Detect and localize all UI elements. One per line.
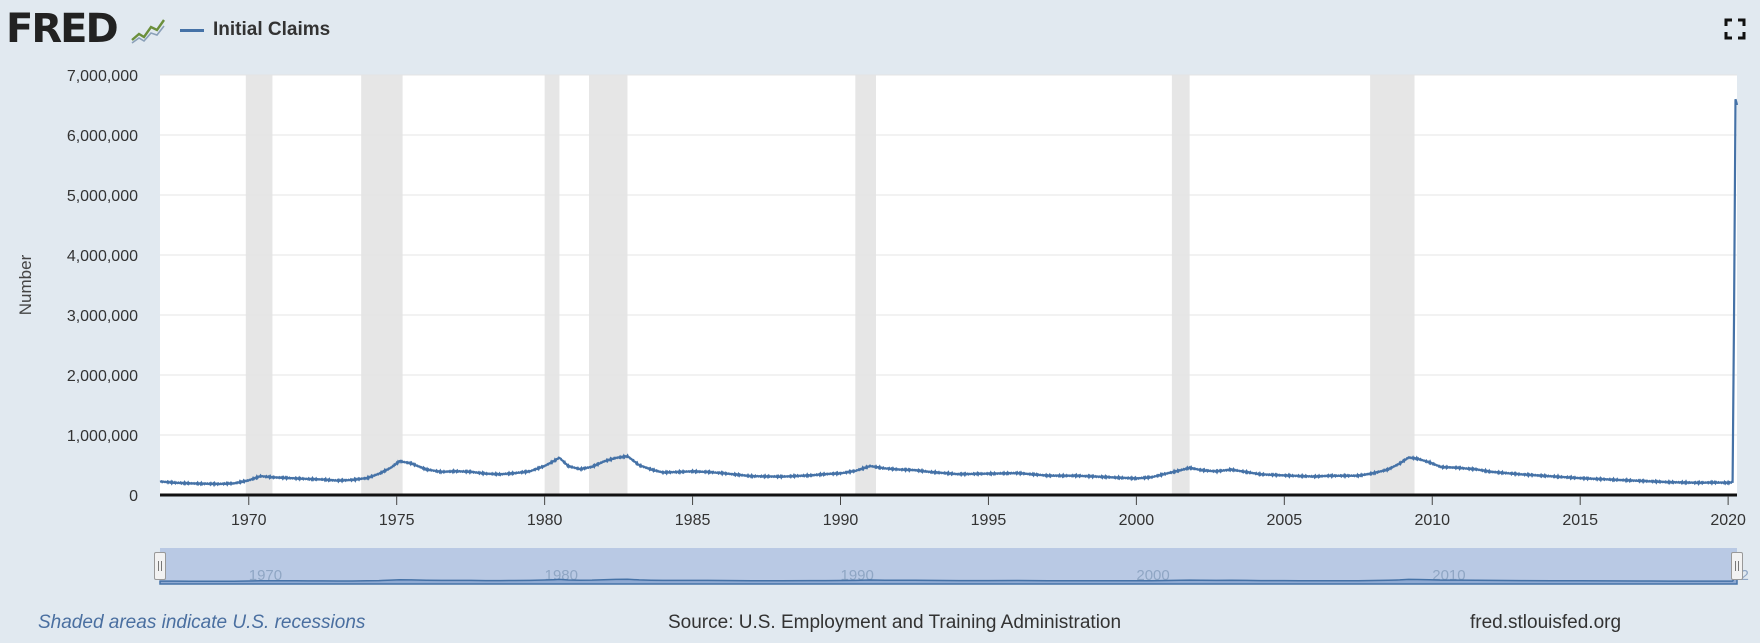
navigator[interactable]: 1970198019902000201002 (159, 548, 1749, 585)
y-tick-label: 4,000,000 (67, 248, 138, 265)
x-tick-label: 2020 (1710, 512, 1746, 529)
y-axis-ticks: 0 1,000,000 2,000,000 3,000,000 4,000,000 5,0… (67, 68, 138, 505)
recession-band (245, 75, 273, 495)
fred-logo-sparkline-icon (130, 14, 166, 46)
legend-swatch (180, 28, 204, 32)
y-tick-label: 3,000,000 (67, 308, 138, 325)
recession-bands (245, 75, 1415, 495)
navigator-series (159, 577, 1738, 585)
x-axis-ticks: 1970 1975 1980 1985 1990 1995 2000 2005 2010 2015… (231, 496, 1746, 529)
x-tick-label: 1985 (675, 512, 711, 529)
source-text: Source: U.S. Employment and Training Adm… (668, 612, 1122, 633)
navigator-handle-right[interactable] (1731, 552, 1743, 580)
x-tick-label: 2000 (1119, 512, 1155, 529)
x-tick-label: 1990 (823, 512, 859, 529)
plot-area (160, 75, 1737, 495)
y-tick-label: 6,000,000 (67, 128, 138, 145)
navigator-handle-left[interactable] (154, 552, 166, 580)
series-line-initial-claims (159, 98, 1739, 488)
fred-logo: FRED (6, 6, 119, 52)
fullscreen-icon[interactable] (1724, 18, 1746, 40)
y-tick-label: 2,000,000 (67, 368, 138, 385)
navigator-label: 2000 (1136, 567, 1169, 584)
navigator-label: 1970 (249, 567, 282, 584)
series-layer (159, 98, 1739, 488)
y-axis-label: Number (16, 254, 35, 315)
x-tick-label: 2010 (1414, 512, 1450, 529)
x-tick-label: 2005 (1267, 512, 1303, 529)
gridlines (160, 74, 1737, 436)
site-url[interactable]: fred.stlouisfed.org (1470, 612, 1622, 633)
x-tick-label: 2015 (1562, 512, 1598, 529)
navigator-selection[interactable] (160, 548, 1737, 584)
chart: 0 1,000,000 2,000,000 3,000,000 4,000,000 5,0… (16, 68, 1749, 585)
x-tick-label: 1975 (379, 512, 415, 529)
x-tick-label: 1995 (971, 512, 1007, 529)
legend-label: Initial Claims (213, 19, 331, 40)
chart-header: FRED Initial Claims (0, 0, 1760, 60)
recession-band (544, 75, 560, 495)
recession-note: Shaded areas indicate U.S. recessions (38, 612, 366, 633)
recession-band (361, 75, 403, 495)
y-tick-label: 5,000,000 (67, 188, 138, 205)
recession-band (1171, 75, 1190, 495)
x-tick-label: 1970 (231, 512, 267, 529)
recession-band (589, 75, 628, 495)
recession-band (855, 75, 877, 495)
x-tick-label: 1980 (527, 512, 563, 529)
legend[interactable]: Initial Claims (180, 18, 330, 42)
y-tick-label: 1,000,000 (67, 428, 138, 445)
y-tick-label: 0 (129, 488, 138, 505)
recession-band (1370, 75, 1415, 495)
y-tick-label: 7,000,000 (67, 68, 138, 85)
